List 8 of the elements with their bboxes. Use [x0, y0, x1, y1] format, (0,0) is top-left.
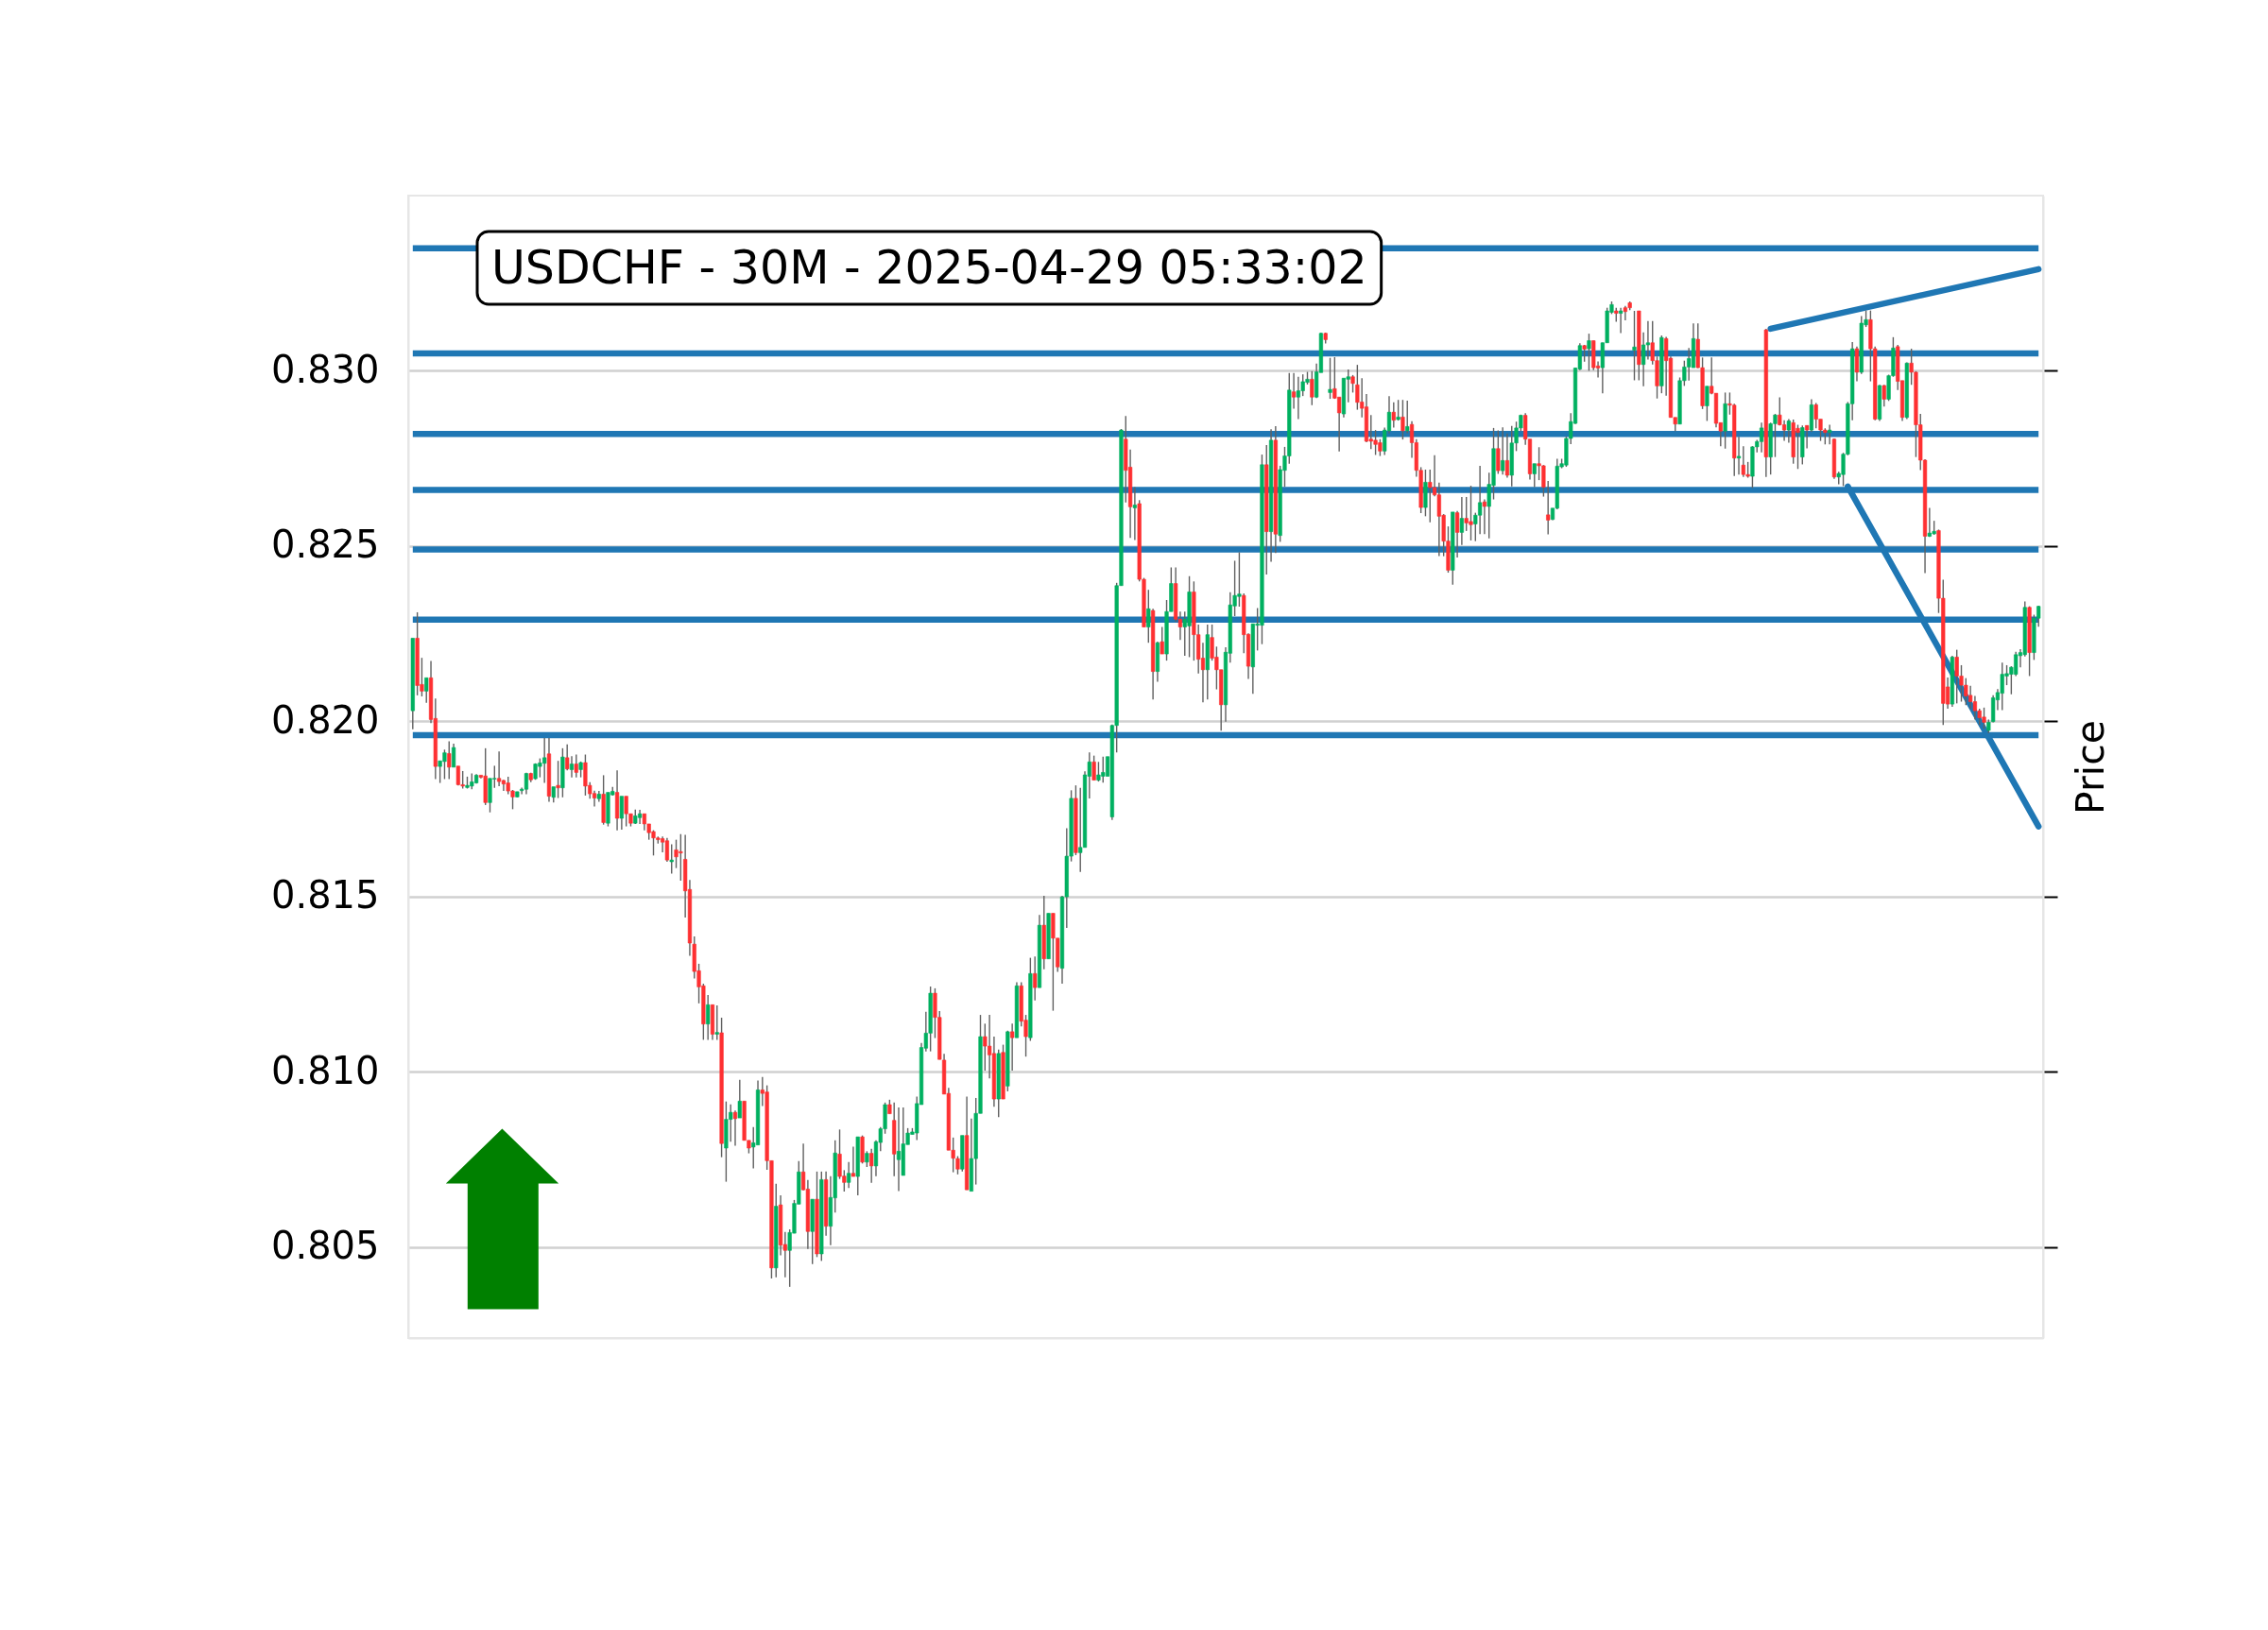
y-tick-label: 0.815 — [270, 873, 380, 918]
text: USDCHF - 30M - 2025-04-29 05:33:02 — [491, 241, 1367, 295]
y-axis-title: Price — [2067, 719, 2113, 815]
y-tick-label: 0.810 — [270, 1048, 380, 1092]
y-tick-label: 0.820 — [270, 697, 380, 742]
y-tick-label: 0.825 — [270, 523, 380, 567]
y-tick-label: 0.830 — [270, 347, 380, 391]
y-tick-label: 0.805 — [270, 1224, 380, 1268]
